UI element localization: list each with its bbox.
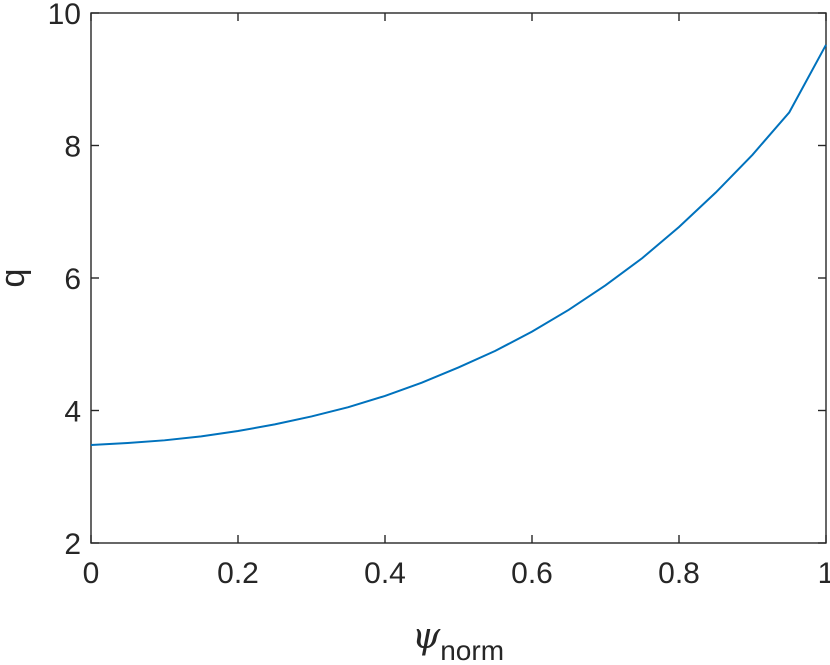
x-tick-label: 0.4 xyxy=(364,557,406,590)
y-tick-label: 2 xyxy=(64,528,81,561)
y-axis-label: q xyxy=(0,269,32,288)
x-tick-label: 0.8 xyxy=(658,557,700,590)
plot-area xyxy=(90,12,827,544)
y-tick-label: 8 xyxy=(64,131,81,164)
x-tick-label: 0 xyxy=(83,557,100,590)
series-line-q xyxy=(90,44,827,446)
axes-box xyxy=(90,12,827,544)
x-axis-ticks: 0 0.2 0.4 0.6 0.8 1 xyxy=(83,13,830,590)
x-tick-label: 0.2 xyxy=(217,557,259,590)
x-axis-label-symbol: ψ xyxy=(412,616,441,657)
x-tick-label: 1 xyxy=(818,557,830,590)
x-axis-label-subscript: norm xyxy=(440,635,504,665)
x-axis-label: ψnorm xyxy=(412,616,504,665)
y-tick-label: 6 xyxy=(64,263,81,296)
y-axis-ticks: 2 4 6 8 10 xyxy=(48,0,826,561)
y-tick-label: 4 xyxy=(64,396,81,429)
x-tick-label: 0.6 xyxy=(511,557,553,590)
y-tick-label: 10 xyxy=(48,0,81,31)
